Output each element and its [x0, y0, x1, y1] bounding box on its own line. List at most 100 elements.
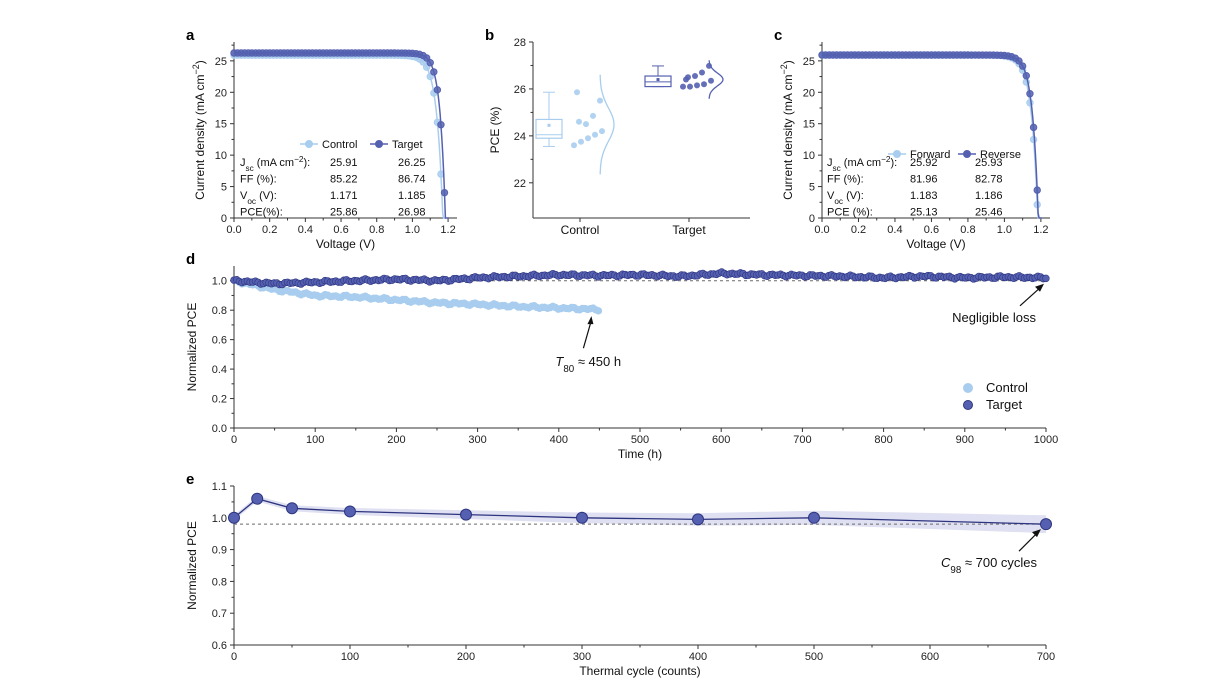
data-point-forward [1026, 99, 1034, 107]
data-point-target [692, 513, 704, 526]
table-value: 1.183 [910, 190, 938, 202]
table-row-label-part: ): [891, 157, 898, 169]
data-point [687, 83, 693, 90]
table-row-label: FF (%): [240, 174, 277, 186]
table-row-label-part: FF (%): [827, 174, 864, 186]
y-tick-label: 20 [803, 87, 815, 99]
y-tick-label: 25 [215, 56, 227, 68]
x-tick-label: 300 [468, 434, 486, 446]
annotation-c98-part: 98 [950, 565, 961, 576]
panel-e: 0 100 200 300 400 500 600 700 0.6 0.7 0.8 0.9 1.0 1.1… [185, 471, 1055, 678]
table-value: 1.186 [975, 190, 1003, 202]
annotation-t80-part: T [555, 354, 564, 369]
panel-a: 0.0 0.2 0.4 0.6 0.8 1.0 1.2 0 5 10 15 20 25 a Voltage … [186, 27, 457, 251]
y-axis-title: Current density (mA cm−2) [779, 60, 795, 200]
table-value: 25.86 [330, 207, 358, 219]
data-point-target [576, 511, 588, 524]
annotation-arrow [582, 320, 592, 349]
x-axis-title: Time (h) [618, 447, 662, 461]
annotation-arrow [1018, 532, 1038, 552]
legend-marker [893, 150, 901, 158]
y-tick-label: 28 [514, 37, 526, 49]
data-point-reverse [1022, 72, 1030, 80]
table-row-label: Jsc (mA cm−2): [240, 155, 310, 173]
annotation-arrowhead [1035, 283, 1044, 292]
data-point-target [426, 59, 434, 67]
table-value: 81.96 [910, 174, 938, 186]
x-tick-label: 900 [956, 434, 974, 446]
data-point-target [808, 511, 820, 524]
y-tick-label: 0.9 [212, 545, 227, 557]
panel-d: 0 100 200 300 400 500 600 700 800 900 1000 0.0 0.2 0.… [185, 251, 1058, 461]
legend-marker [375, 140, 383, 148]
table-row-label-part: J [240, 157, 246, 169]
table-row-label-part: V [827, 190, 835, 202]
y-tick-label: 0.8 [212, 576, 227, 588]
x-tick-label: 0.4 [887, 224, 902, 236]
y-tick-label: 0.6 [212, 640, 227, 652]
table-row-label-part: PCE(%): [240, 207, 283, 219]
table-value: 1.185 [398, 190, 426, 202]
data-point-reverse [1033, 186, 1041, 194]
legend-label: Control [322, 139, 357, 151]
x-tick-label: 0.2 [262, 224, 277, 236]
table-value: 1.171 [330, 190, 358, 202]
data-point [578, 138, 584, 145]
y-tick-label: 0.8 [212, 305, 227, 317]
data-point-target [437, 121, 445, 129]
data-point-target [344, 505, 356, 518]
y-tick-label: 1.1 [212, 481, 227, 493]
table-row-label-part: (mA cm [841, 157, 881, 169]
data-point-target [460, 508, 472, 521]
data-point [574, 89, 580, 96]
table-row-label-part: J [827, 157, 833, 169]
data-point-target [251, 492, 264, 505]
x-tick-label: 600 [921, 651, 939, 663]
y-tick-label: 0.7 [212, 608, 227, 620]
x-tick-label: 1.2 [440, 224, 455, 236]
y-tick-label: 26 [514, 84, 526, 96]
table-row-label: FF (%): [827, 174, 864, 186]
x-tick-label: 0.2 [851, 224, 866, 236]
legend-label: Target [986, 397, 1023, 412]
table-value: 25.91 [330, 157, 358, 169]
x-tick-label: 600 [712, 434, 730, 446]
data-point [701, 81, 707, 88]
category-label: Target [672, 223, 706, 237]
y-tick-label: 0 [809, 213, 815, 225]
annotation-t80: T80 ≈ 450 h [555, 354, 621, 375]
data-point-target [1040, 518, 1052, 531]
data-point [576, 118, 582, 125]
table-row-label-part: ): [304, 157, 311, 169]
table-value: 25.13 [910, 207, 938, 219]
annotation-c98: C98 ≈ 700 cycles [941, 555, 1038, 576]
y-axis-title-part: Current density (mA cm [781, 74, 795, 199]
y-axis-title: Normalized PCE [185, 303, 199, 392]
data-point [590, 112, 596, 119]
confidence-band [234, 496, 1046, 534]
legend-label: Forward [910, 149, 950, 161]
panel-label: a [186, 27, 195, 44]
data-point-reverse [1029, 123, 1038, 132]
y-tick-label: 15 [803, 119, 815, 131]
x-axis-title: Voltage (V) [906, 237, 965, 251]
table-value: 85.22 [330, 174, 358, 186]
table-row-label: PCE(%): [240, 207, 283, 219]
table-row-label-part: −2 [294, 155, 304, 164]
table-row-label-part: −2 [881, 155, 891, 164]
box-mean [547, 123, 551, 127]
legend-marker [963, 150, 971, 158]
table-value: 82.78 [975, 174, 1003, 186]
y-tick-label: 0.4 [212, 364, 227, 376]
data-point [708, 77, 714, 84]
table-row-label-part: oc [834, 197, 843, 206]
table-row-label-part: oc [247, 197, 256, 206]
table-row-label-part: sc [833, 164, 841, 173]
annotation-arrowhead [587, 316, 594, 325]
y-axis-title: Normalized PCE [185, 521, 199, 610]
table-value: 25.46 [975, 207, 1003, 219]
data-point [699, 69, 705, 76]
data-point [583, 121, 589, 128]
y-tick-label: 15 [215, 119, 227, 131]
annotation-t80-part: 80 [563, 364, 574, 375]
